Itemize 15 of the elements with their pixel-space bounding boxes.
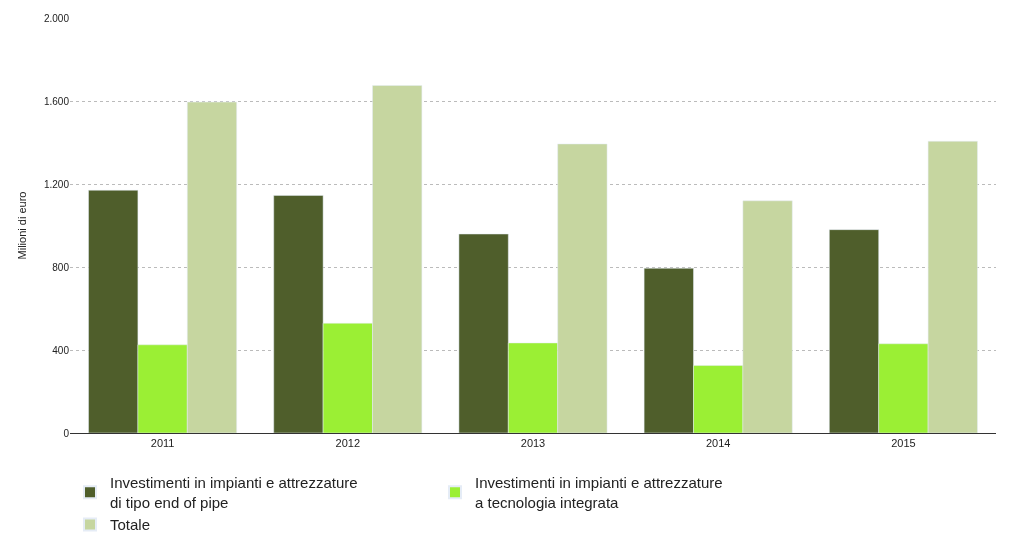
legend-label: Investimenti in impianti e attrezzature a tecnologia integrata	[475, 474, 723, 511]
legend-label: Investimenti in impianti e attrezzature di tipo end of pipe	[110, 474, 358, 511]
y-tick-label: 1.600	[43, 95, 70, 107]
y-tick-label: 800	[52, 261, 70, 273]
legend-label: Totale	[110, 516, 151, 534]
y-tick-label: 400	[52, 344, 70, 356]
y-tick-label: 1.200	[43, 178, 70, 190]
x-tick-label: 2012	[335, 437, 361, 450]
x-tick-label: 2015	[891, 437, 916, 450]
x-tick-label: 2011	[150, 437, 175, 450]
y-axis-title: Milioni di euro	[15, 191, 28, 260]
x-tick-label: 2013	[520, 437, 546, 450]
y-tick-label: 2.000	[43, 12, 70, 24]
x-tick-label: 2014	[705, 437, 731, 450]
y-tick-label: 0	[63, 427, 70, 439]
